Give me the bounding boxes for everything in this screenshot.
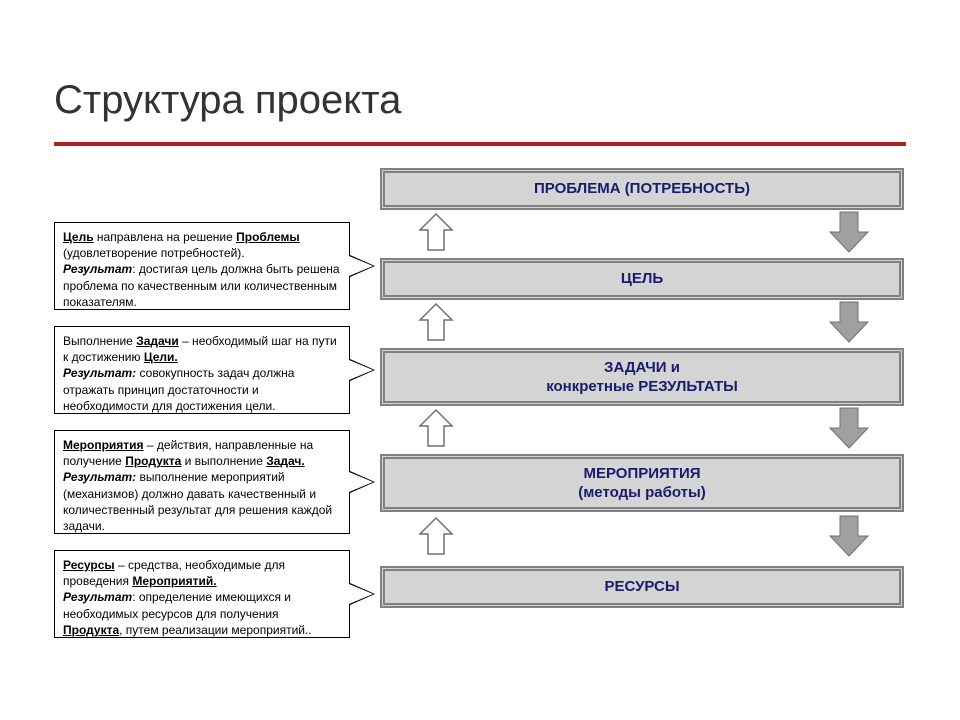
- main-box-resources: РЕСУРСЫ: [380, 566, 904, 608]
- arrow-up-icon: [418, 302, 454, 342]
- note-tasks: Выполнение Задачи – необходимый шаг на п…: [54, 326, 350, 414]
- arrow-down-icon: [828, 300, 870, 344]
- note-goal: Цель направлена на решение Проблемы (удо…: [54, 222, 350, 310]
- page-title: Структура проекта: [54, 78, 401, 123]
- main-box-label: РЕСУРСЫ: [604, 577, 679, 597]
- main-box-label: ЦЕЛЬ: [621, 269, 663, 289]
- arrow-up-icon: [418, 212, 454, 252]
- note-resources-callout: [349, 584, 373, 604]
- arrow-down-icon: [828, 406, 870, 450]
- main-box-events: МЕРОПРИЯТИЯ(методы работы): [380, 454, 904, 512]
- title-underline: [54, 142, 906, 146]
- main-box-label: ПРОБЛЕМА (ПОТРЕБНОСТЬ): [534, 179, 750, 199]
- main-box-tasks: ЗАДАЧИ иконкретные РЕЗУЛЬТАТЫ: [380, 348, 904, 406]
- note-tasks-callout: [349, 360, 373, 380]
- main-box-label: ЗАДАЧИ иконкретные РЕЗУЛЬТАТЫ: [546, 358, 738, 397]
- note-resources: Ресурсы – средства, необходимые для пров…: [54, 550, 350, 638]
- arrow-down-icon: [828, 210, 870, 254]
- note-events: Мероприятия – действия, направленные на …: [54, 430, 350, 534]
- arrow-up-icon: [418, 516, 454, 556]
- main-box-label: МЕРОПРИЯТИЯ(методы работы): [578, 464, 706, 503]
- note-goal-callout: [349, 256, 373, 276]
- note-events-callout: [349, 472, 373, 492]
- arrow-down-icon: [828, 514, 870, 558]
- arrow-up-icon: [418, 408, 454, 448]
- main-box-goal: ЦЕЛЬ: [380, 258, 904, 300]
- main-box-problem: ПРОБЛЕМА (ПОТРЕБНОСТЬ): [380, 168, 904, 210]
